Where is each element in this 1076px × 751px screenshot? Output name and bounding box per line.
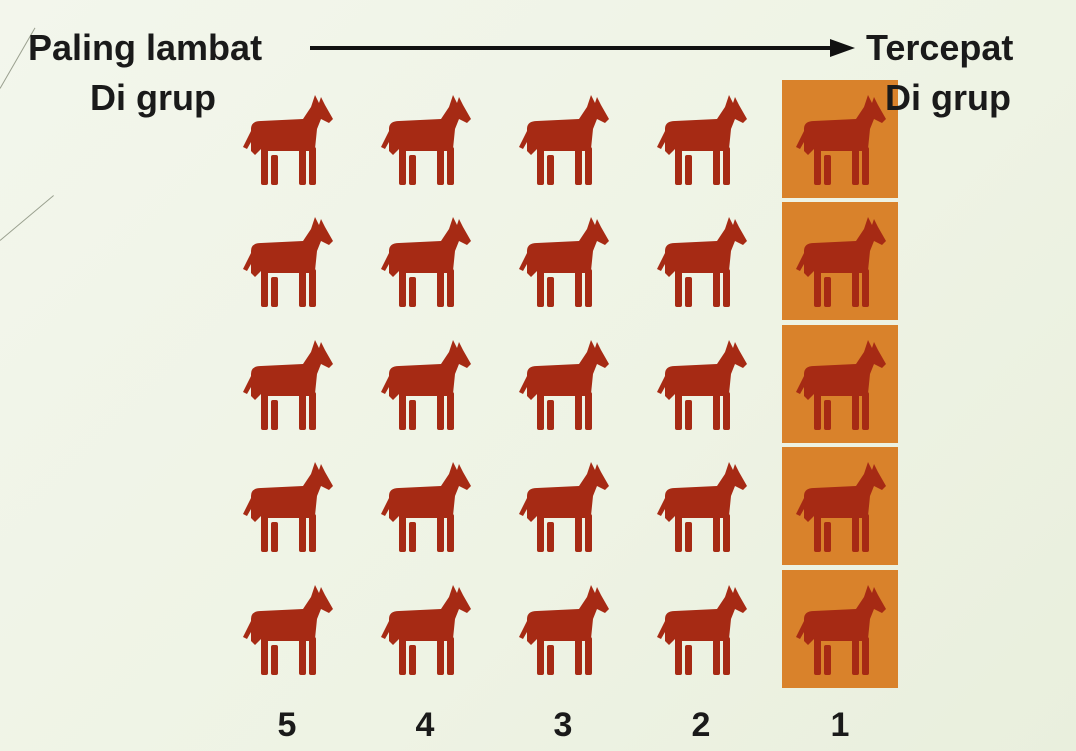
horse-cell: [643, 202, 759, 320]
horse-icon: [519, 462, 609, 552]
horse-icon: [657, 95, 747, 185]
rank-label: 1: [830, 706, 850, 744]
horse-cell: [643, 447, 759, 565]
highlighted-horse-cell: [782, 570, 898, 688]
horse-cell: [229, 447, 345, 565]
horse-icon: [243, 95, 333, 185]
highlighted-horse-cell: [782, 80, 898, 198]
fastest-label: Tercepat: [866, 27, 1014, 68]
rank-label: 2: [691, 706, 711, 744]
horse-icon: [796, 217, 886, 307]
horse-cell: [229, 80, 345, 198]
horse-cell: [505, 202, 621, 320]
horse-icon: [657, 462, 747, 552]
horse-icon: [796, 95, 886, 185]
horse-icon: [657, 217, 747, 307]
horse-cell: [643, 325, 759, 443]
direction-arrow: [310, 39, 855, 57]
horse-icon: [381, 217, 471, 307]
horse-icon: [796, 340, 886, 430]
decorative-line: [0, 195, 54, 241]
horse-cell: [367, 325, 483, 443]
horse-icon: [243, 340, 333, 430]
highlighted-horse-cell: [782, 447, 898, 565]
horse-icon: [796, 462, 886, 552]
fastest-sublabel: Di grup: [885, 77, 1011, 118]
highlighted-horse-cell: [782, 202, 898, 320]
horse-cell: [229, 570, 345, 688]
highlighted-horse-cell: [782, 325, 898, 443]
horse-icon: [519, 340, 609, 430]
slowest-label: Paling lambat: [28, 27, 263, 68]
horse-cell: [505, 325, 621, 443]
horse-icon: [381, 340, 471, 430]
horse-icon: [519, 585, 609, 675]
horse-icon: [381, 462, 471, 552]
horse-icon: [519, 217, 609, 307]
rank-label: 3: [553, 706, 573, 744]
horse-icon: [243, 585, 333, 675]
horse-cell: [505, 447, 621, 565]
horse-icon: [243, 462, 333, 552]
horse-icon: [381, 95, 471, 185]
rank-label: 4: [415, 706, 435, 744]
slowest-sublabel: Di grup: [90, 77, 216, 118]
horse-cell: [229, 202, 345, 320]
rank-label: 5: [277, 706, 297, 744]
horse-cell: [367, 80, 483, 198]
horse-icon: [657, 340, 747, 430]
horse-icon: [381, 585, 471, 675]
horse-cell: [367, 570, 483, 688]
horse-cell: [505, 570, 621, 688]
horse-icon: [243, 217, 333, 307]
horse-cell: [643, 570, 759, 688]
horse-cell: [643, 80, 759, 198]
horse-icon: [519, 95, 609, 185]
horse-cell: [367, 202, 483, 320]
horse-icon: [657, 585, 747, 675]
horse-cell: [367, 447, 483, 565]
horse-icon: [796, 585, 886, 675]
horse-cell: [505, 80, 621, 198]
horse-cell: [229, 325, 345, 443]
